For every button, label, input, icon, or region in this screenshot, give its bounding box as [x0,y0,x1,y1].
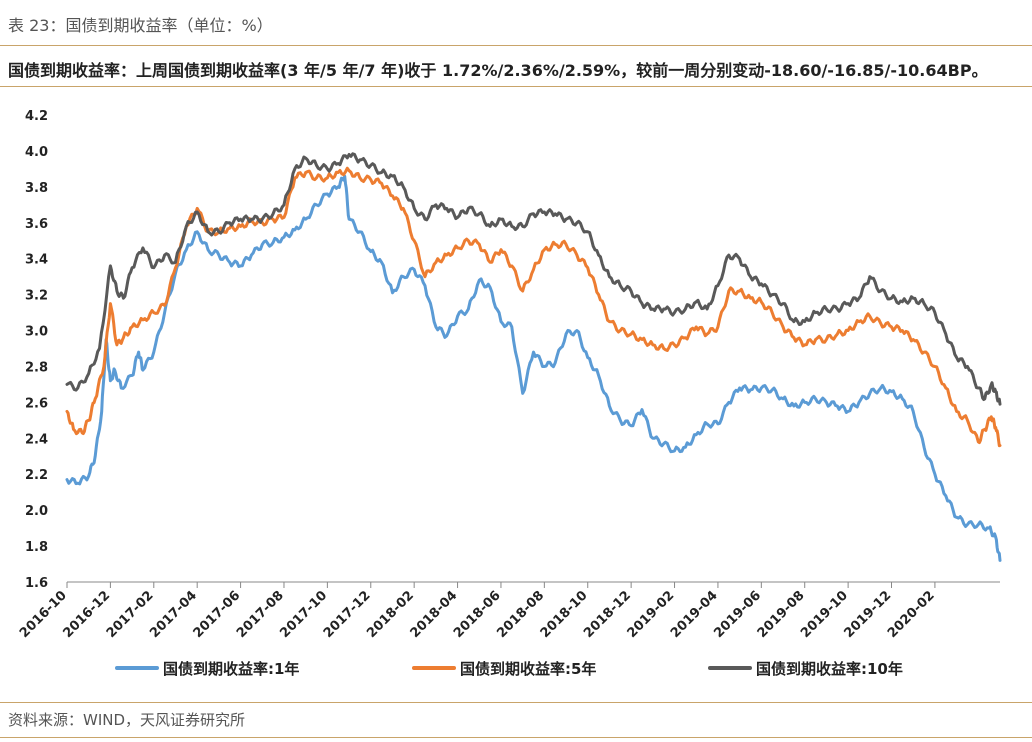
y-tick-label: 3.0 [25,325,48,340]
x-axis: 2016-102016-122017-022017-042017-062017-… [17,581,1000,641]
header-divider [0,45,1032,46]
source-note: 资料来源：WIND，天风证券研究所 [8,711,246,729]
y-tick-label: 1.6 [25,576,48,591]
y-tick-label: 3.2 [25,289,48,304]
y-tick-label: 2.8 [25,360,48,375]
series-line-10y [65,152,1002,406]
y-tick-label: 3.8 [25,181,48,196]
series-line-5y [65,166,1002,448]
footer-bottom-divider [0,737,1032,738]
y-tick-label: 3.6 [25,217,48,232]
footer-divider [0,702,1032,703]
legend-label: 国债到期收益率:1年 [163,660,299,678]
summary-text: 国债到期收益率：上周国债到期收益率(3 年/5 年/7 年)收于 1.72%/2… [8,61,988,80]
legend-label: 国债到期收益率:10年 [756,660,903,678]
y-axis: 4.2 4.0 3.8 3.6 3.4 3.2 3.0 2.8 2.6 2.4 2.2 2.0 1.8 1… [25,109,48,591]
y-tick-label: 2.4 [25,432,48,447]
yield-line-chart: 4.2 4.0 3.8 3.6 3.4 3.2 3.0 2.8 2.6 2.4 2.2 2.0 1.8 1… [17,109,1002,678]
y-tick-label: 3.4 [25,253,48,268]
y-tick-label: 4.2 [25,109,48,124]
series-line-1y [65,174,1002,562]
series-layer [65,152,1002,562]
x-tick-label: 2020-02 [885,588,938,641]
summary-divider [0,86,1032,87]
y-tick-label: 4.0 [25,145,48,160]
legend: 国债到期收益率:1年 国债到期收益率:5年 国债到期收益率:10年 [115,660,903,678]
y-tick-label: 1.8 [25,540,48,555]
table-caption: 表 23：国债到期收益率（单位：%） [8,16,273,35]
y-tick-label: 2.2 [25,468,48,483]
header: 表 23：国债到期收益率（单位：%） [0,0,1032,46]
y-tick-label: 2.6 [25,396,48,411]
y-tick-label: 2.0 [25,504,48,519]
legend-label: 国债到期收益率:5年 [460,660,596,678]
